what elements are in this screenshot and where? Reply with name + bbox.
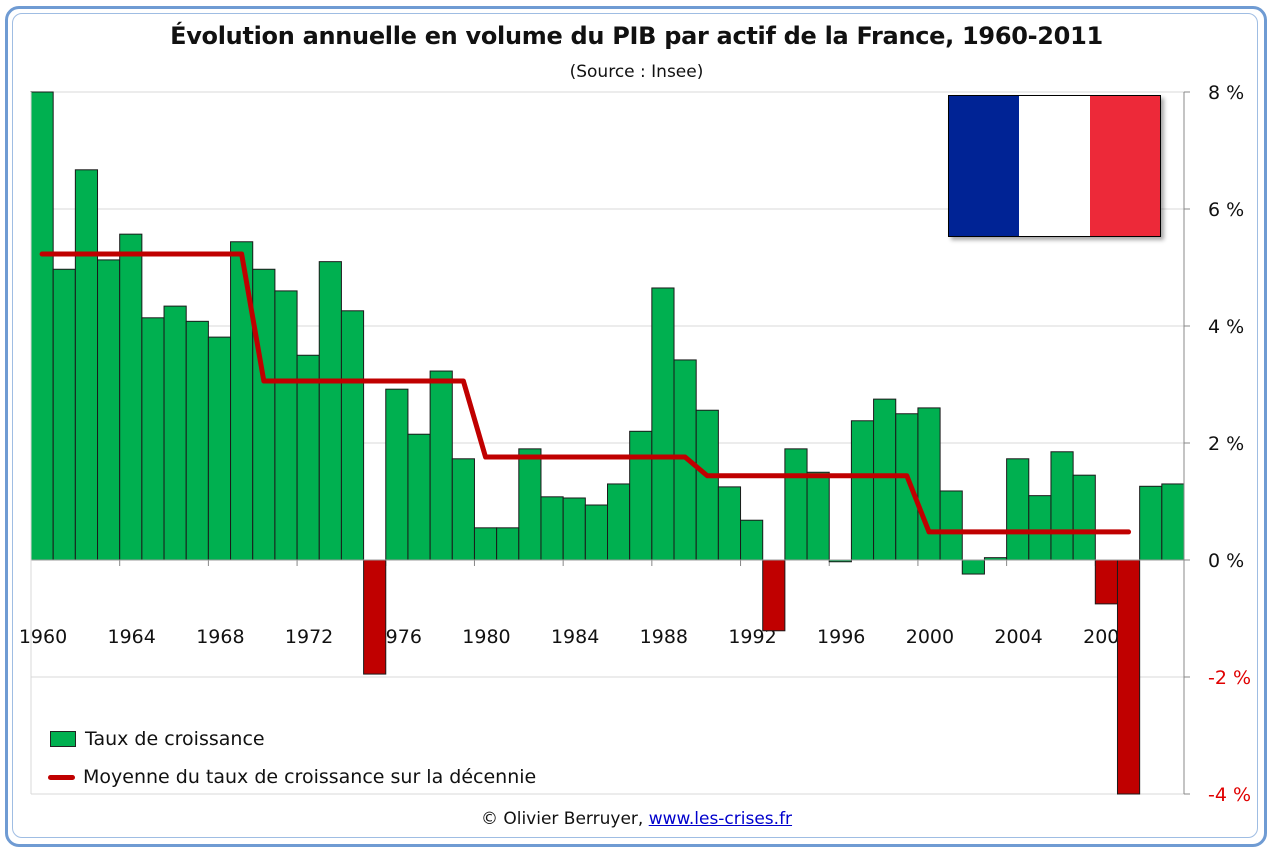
bar-1984 xyxy=(562,497,586,561)
bar-2008 xyxy=(1094,559,1118,605)
x-tick-label: 1984 xyxy=(551,626,599,648)
bar-2005 xyxy=(1028,495,1052,561)
bar-1962 xyxy=(74,169,99,561)
chart-frame xyxy=(5,6,1267,847)
x-tick-label: 1964 xyxy=(108,626,156,648)
y-tick-label: 2 % xyxy=(1208,433,1244,455)
bar-1988 xyxy=(651,287,675,561)
x-tick-label: 1980 xyxy=(462,626,510,648)
y-tick-label: 0 % xyxy=(1208,550,1244,572)
bar-1997 xyxy=(850,420,875,561)
average-line-group xyxy=(39,251,1132,535)
footer: © Olivier Berruyer, www.les-crises.fr xyxy=(0,809,1273,829)
bar-1991 xyxy=(717,486,742,561)
legend: Taux de croissance Moyenne du taux de cr… xyxy=(48,720,537,796)
legend-bar-swatch xyxy=(50,731,76,747)
bar-1995 xyxy=(806,471,830,561)
bar-1960 xyxy=(30,91,54,561)
bar-1977 xyxy=(407,433,431,561)
legend-item-average: Moyenne du taux de croissance sur la déc… xyxy=(48,758,537,796)
bar-1980 xyxy=(473,527,498,561)
x-tick-label: 1972 xyxy=(285,626,333,648)
bar-1992 xyxy=(740,519,764,561)
bar-1974 xyxy=(340,310,365,561)
bar-1968 xyxy=(207,336,232,561)
y-tick-label: -2 % xyxy=(1208,667,1251,689)
bar-1963 xyxy=(97,259,121,561)
chart-title: Évolution annuelle en volume du PIB par … xyxy=(170,22,1103,50)
copyright-text: © Olivier Berruyer, xyxy=(480,809,644,829)
bar-1985 xyxy=(584,504,608,561)
legend-line-swatch xyxy=(48,774,75,780)
bar-1994 xyxy=(784,448,808,561)
bar-1993 xyxy=(762,559,786,632)
bars xyxy=(30,91,1185,795)
chart-subtitle: (Source : Insee) xyxy=(569,62,704,82)
decade-average-line xyxy=(39,251,1132,535)
bar-1979 xyxy=(451,458,475,561)
bar-1975 xyxy=(363,559,387,675)
bar-2004 xyxy=(1006,458,1030,561)
y-tick-label: 4 % xyxy=(1208,316,1244,338)
flag-blue-stripe xyxy=(949,96,1020,236)
bar-1986 xyxy=(607,483,631,561)
x-tick-label: 2000 xyxy=(906,626,954,648)
flag-white-stripe xyxy=(1019,96,1090,236)
bar-1976 xyxy=(385,388,409,561)
x-tick-label: 2004 xyxy=(994,626,1042,648)
bar-2009 xyxy=(1116,559,1141,795)
website-link[interactable]: www.les-crises.fr xyxy=(648,809,793,829)
x-tick-label: 1988 xyxy=(640,626,688,648)
bar-1987 xyxy=(629,430,653,561)
bar-1970 xyxy=(252,268,276,561)
bar-2010 xyxy=(1139,485,1163,561)
x-tick-label: 1968 xyxy=(196,626,244,648)
x-tick-label: 1960 xyxy=(19,626,67,648)
y-tick-label: 8 % xyxy=(1208,82,1244,104)
chart-frame-inner xyxy=(12,13,1258,838)
bar-1964 xyxy=(119,233,143,561)
bar-2011 xyxy=(1161,483,1185,561)
x-tick-label: 1996 xyxy=(817,626,865,648)
bar-1999 xyxy=(895,413,919,561)
bar-2001 xyxy=(939,490,963,561)
y-tick-label: -4 % xyxy=(1208,784,1251,806)
bar-1973 xyxy=(318,261,342,561)
bar-1965 xyxy=(141,317,165,561)
y-tick-label: 6 % xyxy=(1208,199,1244,221)
bar-1966 xyxy=(163,305,187,561)
bar-1961 xyxy=(52,268,76,561)
x-tick-label: 1992 xyxy=(728,626,776,648)
bar-1972 xyxy=(296,354,320,561)
legend-label-growth: Taux de croissance xyxy=(85,728,265,750)
bar-1990 xyxy=(695,409,719,561)
y-axis: 8 % 6 % 4 % 2 % 0 % -2 % -4 % xyxy=(30,82,1251,806)
bar-1998 xyxy=(873,398,897,561)
bar-1983 xyxy=(540,496,564,561)
france-flag-icon xyxy=(948,95,1161,237)
bar-1981 xyxy=(496,527,520,561)
legend-item-growth: Taux de croissance xyxy=(50,720,536,758)
bar-2006 xyxy=(1050,451,1074,561)
legend-label-average: Moyenne du taux de croissance sur la déc… xyxy=(83,766,537,788)
bar-1967 xyxy=(185,320,209,561)
gridlines xyxy=(31,91,1184,795)
flag-red-stripe xyxy=(1089,96,1160,236)
bar-1978 xyxy=(429,370,453,561)
bar-2000 xyxy=(917,407,941,561)
bar-2007 xyxy=(1072,474,1096,561)
bar-1971 xyxy=(274,290,298,561)
bar-1982 xyxy=(518,448,542,561)
bar-2002 xyxy=(961,559,985,575)
